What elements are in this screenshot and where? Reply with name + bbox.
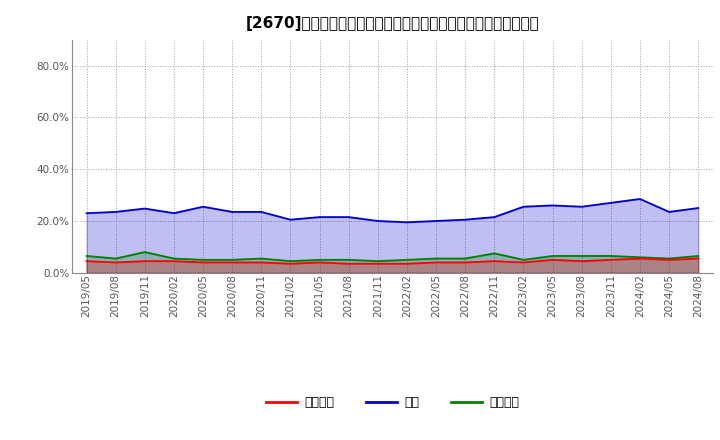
Title: [2670]　売上債権、在庫、買入債務の総資産に対する比率の推移: [2670] 売上債権、在庫、買入債務の総資産に対する比率の推移 bbox=[246, 16, 539, 32]
Legend: 売上債権, 在庫, 買入債務: 売上債権, 在庫, 買入債務 bbox=[261, 391, 524, 414]
